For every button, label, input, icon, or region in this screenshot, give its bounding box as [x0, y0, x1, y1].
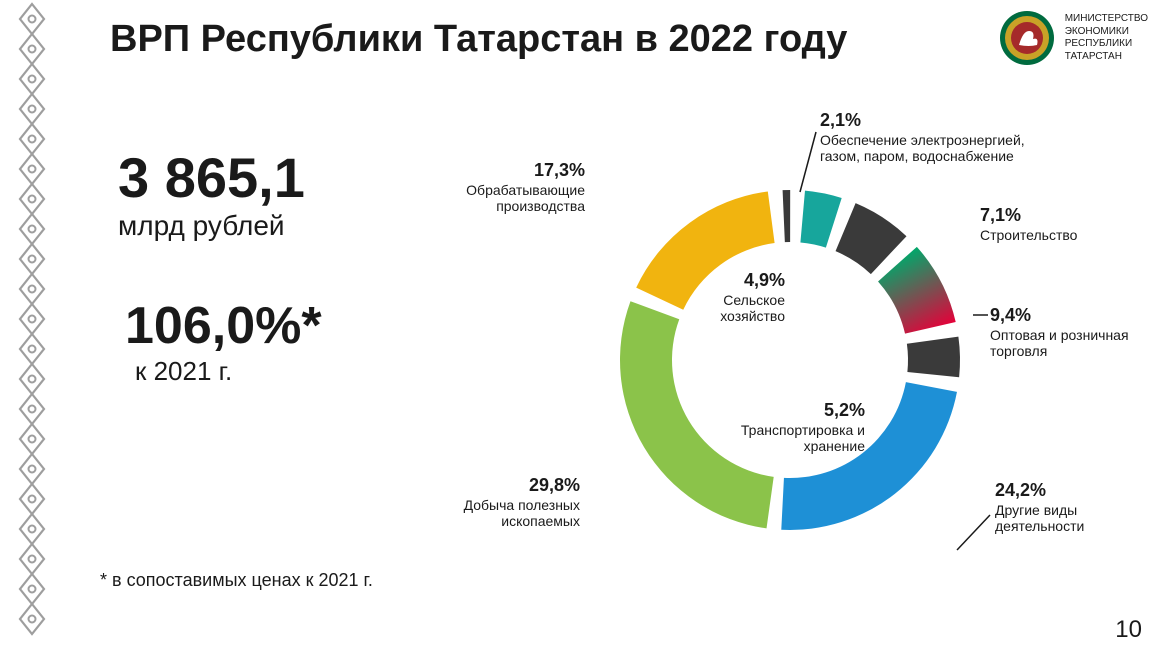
- ministry-name: МИНИСТЕРСТВО ЭКОНОМИКИ РЕСПУБЛИКИ ТАТАРС…: [1065, 13, 1148, 63]
- segment-label: 29,8%Добыча полезныхископаемых: [450, 475, 580, 530]
- segment-name: Обрабатывающиепроизводства: [450, 182, 585, 216]
- donut-segment: [907, 337, 960, 378]
- donut-segment: [783, 190, 791, 242]
- ministry-logo-block: МИНИСТЕРСТВО ЭКОНОМИКИ РЕСПУБЛИКИ ТАТАРС…: [999, 10, 1148, 66]
- segment-label: 5,2%Транспортировка ихранение: [715, 400, 865, 455]
- segment-name: Строительство: [980, 227, 1077, 244]
- kpi-growth: 106,0%* к 2021 г.: [125, 300, 322, 387]
- segment-name: Добыча полезныхископаемых: [450, 497, 580, 531]
- segment-percent: 17,3%: [450, 160, 585, 182]
- segment-name: Обеспечение электроэнергией,газом, паром…: [820, 132, 1025, 166]
- page-title: ВРП Республики Татарстан в 2022 году: [110, 18, 847, 61]
- segment-label: 2,1%Обеспечение электроэнергией,газом, п…: [820, 110, 1025, 165]
- ministry-seal-icon: [999, 10, 1055, 66]
- segment-label: 17,3%Обрабатывающиепроизводства: [450, 160, 585, 215]
- segment-name: Сельское хозяйство: [655, 292, 785, 326]
- kpi-value: 106,0%*: [125, 300, 322, 352]
- segment-percent: 7,1%: [980, 205, 1077, 227]
- ministry-line: ТАТАРСТАН: [1065, 51, 1122, 62]
- segment-percent: 29,8%: [450, 475, 580, 497]
- leader-line: [957, 515, 990, 550]
- segment-percent: 4,9%: [655, 270, 785, 292]
- donut-segment: [878, 247, 956, 334]
- donut-segment: [800, 191, 841, 248]
- segment-label: 4,9%Сельское хозяйство: [655, 270, 785, 325]
- ministry-line: МИНИСТЕРСТВО: [1065, 13, 1148, 24]
- segment-label: 24,2%Другие видыдеятельности: [995, 480, 1084, 535]
- kpi-grp-value: 3 865,1 млрд рублей: [118, 150, 305, 242]
- segment-label: 9,4%Оптовая и розничнаяторговля: [990, 305, 1129, 360]
- grp-structure-donut-chart: 2,1%Обеспечение электроэнергией,газом, п…: [450, 100, 1150, 620]
- ministry-line: ЭКОНОМИКИ: [1065, 26, 1129, 37]
- segment-percent: 24,2%: [995, 480, 1084, 502]
- leader-line: [800, 132, 816, 192]
- page-number: 10: [1115, 616, 1142, 644]
- donut-segment: [836, 203, 907, 274]
- kpi-unit: млрд рублей: [118, 210, 305, 242]
- segment-name: Оптовая и розничнаяторговля: [990, 327, 1129, 361]
- left-ornament-border: [18, 0, 46, 658]
- segment-name: Транспортировка ихранение: [715, 422, 865, 456]
- ministry-line: РЕСПУБЛИКИ: [1065, 38, 1132, 49]
- segment-percent: 2,1%: [820, 110, 1025, 132]
- segment-percent: 5,2%: [715, 400, 865, 422]
- segment-name: Другие видыдеятельности: [995, 502, 1084, 536]
- kpi-value: 3 865,1: [118, 150, 305, 206]
- segment-label: 7,1%Строительство: [980, 205, 1077, 243]
- kpi-unit: к 2021 г.: [135, 356, 322, 387]
- segment-percent: 9,4%: [990, 305, 1129, 327]
- footnote: * в сопоставимых ценах к 2021 г.: [100, 570, 373, 591]
